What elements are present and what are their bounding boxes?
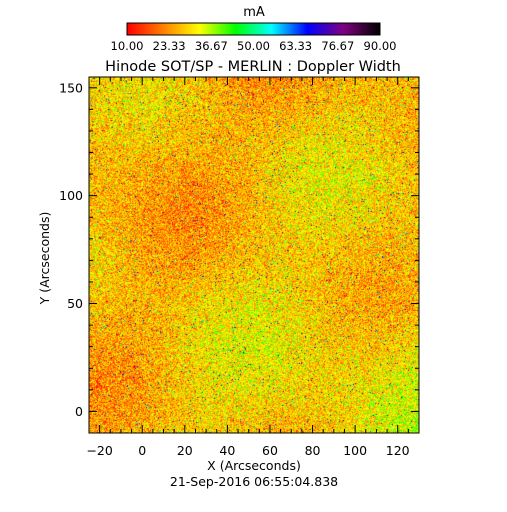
x-tick-label: 40 <box>219 443 235 458</box>
colorbar-tick-label: 10.00 <box>111 39 144 53</box>
x-axis-label: X (Arcseconds) <box>207 458 301 473</box>
y-tick-label: 50 <box>67 296 83 311</box>
colorbar-tick-label: 36.67 <box>195 39 228 53</box>
axis-ticks <box>89 77 419 433</box>
x-tick-label: 60 <box>262 443 278 458</box>
x-tick-label: 0 <box>138 443 146 458</box>
colorbar-tick-label: 76.67 <box>321 39 354 53</box>
colorbar-frame <box>126 22 381 36</box>
x-tick-label: 20 <box>177 443 193 458</box>
plot-frame <box>88 76 420 434</box>
y-axis-label: Y (Arcseconds) <box>37 212 52 306</box>
colorbar-gradient <box>127 23 380 35</box>
x-tick-labels: −20 0 20 40 60 80 100 120 <box>86 443 409 458</box>
y-tick-label: 150 <box>59 80 83 95</box>
y-tick-label: 100 <box>59 188 83 203</box>
doppler-width-map <box>89 77 419 433</box>
y-tick-label: 0 <box>75 404 83 419</box>
colorbar-tick-label: 63.33 <box>279 39 312 53</box>
y-tick-labels: 0 50 100 150 <box>59 80 83 419</box>
colorbar-tick-label: 90.00 <box>364 39 397 53</box>
observation-datetime: 21-Sep-2016 06:55:04.838 <box>170 474 338 489</box>
x-tick-label: −20 <box>86 443 112 458</box>
x-tick-label: 120 <box>386 443 410 458</box>
colorbar-tick-labels: 10.00 23.33 36.67 50.00 63.33 76.67 90.00 <box>111 39 397 53</box>
colorbar-tick-label: 50.00 <box>237 39 270 53</box>
colorbar-unit-label: mA <box>243 5 265 20</box>
x-tick-label: 100 <box>343 443 367 458</box>
chart-title: Hinode SOT/SP - MERLIN : Doppler Width <box>105 59 401 75</box>
x-tick-label: 80 <box>305 443 321 458</box>
colorbar-tick-label: 23.33 <box>153 39 186 53</box>
